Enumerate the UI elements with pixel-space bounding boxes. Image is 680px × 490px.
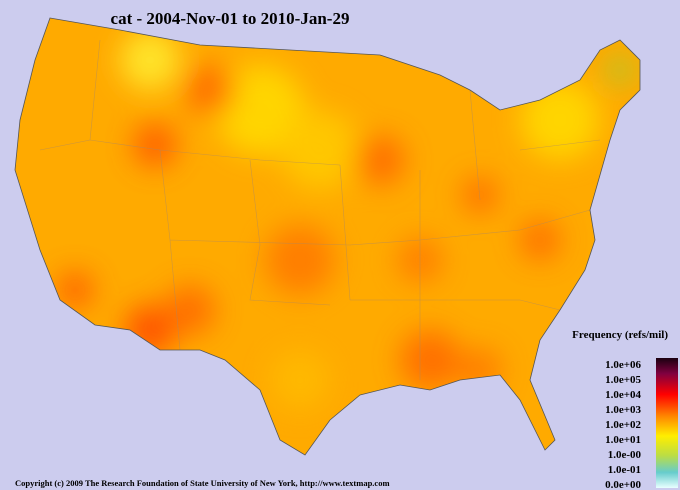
legend-label: 1.0e+06 (605, 359, 641, 371)
legend-label: 1.0e+05 (605, 374, 641, 386)
map-title: cat - 2004-Nov-01 to 2010-Jan-29 (111, 9, 350, 28)
legend-label: 1.0e+04 (605, 389, 641, 401)
legend-label: 1.0e-01 (608, 464, 641, 476)
footer: Copyright (c) 2009 The Research Foundati… (15, 478, 390, 488)
color-bar (656, 358, 678, 488)
legend-label: 1.0e+02 (605, 419, 641, 431)
legend-label: 0.0e+00 (605, 479, 641, 490)
legend-labels: 1.0e+06 1.0e+05 1.0e+04 1.0e+03 1.0e+02 1.0e+… (605, 359, 641, 490)
legend-label: 1.0e-00 (608, 449, 642, 461)
legend-label: 1.0e+01 (605, 434, 641, 446)
legend-label: 1.0e+03 (605, 404, 641, 416)
legend-title: Frequency (refs/mil) (572, 329, 668, 341)
